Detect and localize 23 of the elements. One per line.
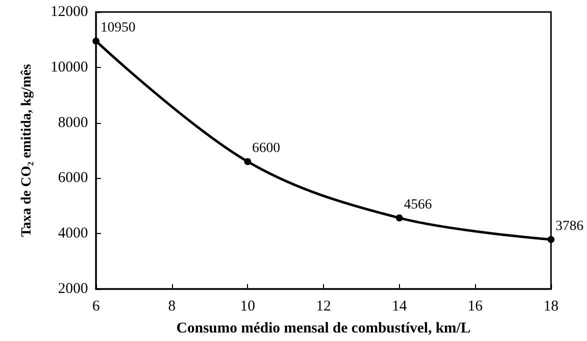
y-axis-title: Taxa de CO₂ emitida, kg/mês: [20, 64, 34, 237]
point: [548, 236, 554, 244]
x-tick-label: 8: [168, 298, 176, 314]
x-tick-label: 10: [240, 298, 256, 314]
data-label: 4566: [404, 197, 432, 212]
point: [396, 214, 403, 222]
x-tick-label: 18: [544, 298, 558, 314]
y-tick-label: 12000: [50, 4, 88, 20]
point: [92, 38, 100, 45]
data-label: 6600: [252, 141, 280, 156]
x-tick-label: 6: [92, 298, 100, 314]
y-tick-label: 2000: [58, 281, 88, 297]
x-tick-label: 14: [392, 298, 408, 314]
data-label: 3786: [556, 219, 584, 234]
y-tick-label: 6000: [58, 170, 88, 186]
point: [244, 158, 252, 166]
y-tick-label: 8000: [58, 114, 88, 131]
x-tick-label: 16: [468, 298, 484, 314]
y-tick-label: 10000: [50, 59, 88, 76]
y-tick-label: 4000: [58, 226, 88, 242]
x-tick-label: 12: [316, 298, 331, 314]
data-label: 10950: [100, 20, 136, 36]
x-axis-title: Consumo médio mensal de combustível, km/L: [176, 320, 471, 336]
